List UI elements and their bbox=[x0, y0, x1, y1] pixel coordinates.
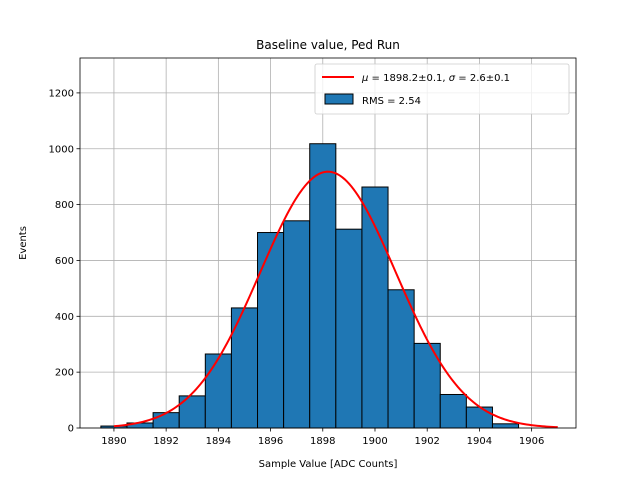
x-tick-label: 1900 bbox=[362, 436, 387, 447]
x-tick-label: 1904 bbox=[467, 436, 492, 447]
y-axis-label: Events bbox=[18, 226, 29, 260]
legend-mu-symbol: μ bbox=[361, 73, 368, 84]
legend-histogram-label: RMS = 2.54 bbox=[362, 96, 421, 107]
histogram-bar bbox=[309, 143, 337, 429]
y-tick-label: 1200 bbox=[49, 88, 74, 99]
legend-box bbox=[314, 63, 570, 115]
legend-fit-label: μ = 1898.2±0.1, σ = 2.6±0.1 bbox=[361, 73, 510, 84]
x-tick-label: 1902 bbox=[414, 436, 439, 447]
histogram-bar bbox=[335, 228, 363, 429]
legend-sigma-value: = 2.6±0.1 bbox=[455, 73, 510, 84]
histogram-bar bbox=[439, 393, 467, 429]
histogram-bar bbox=[361, 186, 389, 429]
x-axis-label: Sample Value [ADC Counts] bbox=[259, 459, 398, 470]
histogram-bar bbox=[491, 423, 520, 429]
histogram-bar bbox=[257, 232, 285, 429]
gaussian-fit-curve bbox=[113, 170, 558, 429]
y-tick-label: 0 bbox=[68, 424, 74, 435]
legend: μ = 1898.2±0.1, σ = 2.6±0.1 RMS = 2.54 bbox=[314, 63, 570, 115]
legend-mu-value: = 1898.2±0.1, bbox=[368, 73, 448, 84]
x-tick-label: 1892 bbox=[153, 436, 178, 447]
chart-title: Baseline value, Ped Run bbox=[256, 38, 400, 52]
histogram-bar bbox=[465, 406, 493, 429]
x-tick-label: 1896 bbox=[258, 436, 283, 447]
y-tick-label: 600 bbox=[55, 256, 74, 267]
y-tick-label: 1000 bbox=[49, 144, 74, 155]
x-axis-ticks: 1890 1892 1894 1896 1898 1900 1902 1904 1906 bbox=[101, 428, 544, 447]
histogram-bar bbox=[204, 353, 232, 429]
legend-sigma-symbol: σ bbox=[449, 73, 456, 84]
x-tick-label: 1890 bbox=[101, 436, 126, 447]
plot-frame bbox=[79, 57, 577, 429]
legend-histogram-swatch bbox=[324, 93, 354, 105]
histogram-bar bbox=[387, 289, 415, 429]
histogram-bar bbox=[283, 220, 311, 429]
x-tick-label: 1898 bbox=[310, 436, 335, 447]
y-tick-label: 800 bbox=[55, 200, 74, 211]
x-tick-label: 1894 bbox=[206, 436, 231, 447]
y-axis-ticks: 0 200 400 600 800 1000 1200 bbox=[49, 88, 80, 435]
histogram-bar bbox=[152, 412, 180, 429]
y-tick-label: 400 bbox=[55, 312, 74, 323]
x-tick-label: 1906 bbox=[519, 436, 544, 447]
y-tick-label: 200 bbox=[55, 368, 74, 379]
